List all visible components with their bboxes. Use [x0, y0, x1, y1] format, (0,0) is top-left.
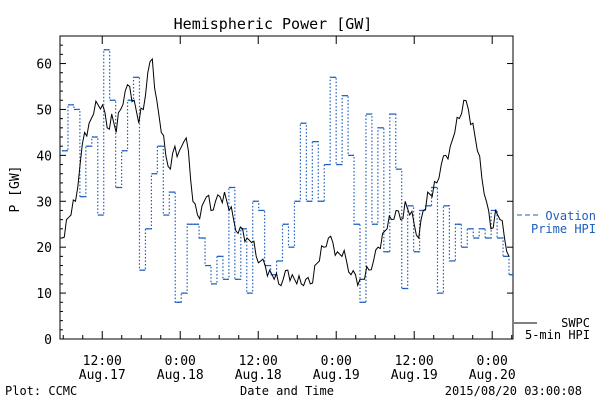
y-axis-label: P [GW]	[8, 166, 23, 213]
x-tick-label-date: Aug.18	[235, 368, 282, 383]
footer-plot-credit: Plot: CCMC	[5, 384, 77, 398]
x-tick-label-time: 12:00	[83, 354, 122, 369]
x-axis: 12:00Aug.170:00Aug.1812:00Aug.180:00Aug.…	[62, 36, 516, 383]
x-tick-label-time: 0:00	[165, 354, 196, 369]
y-axis: 0 10 20 30 40 50 60	[36, 44, 513, 348]
y-tick-label: 50	[36, 103, 52, 118]
x-tick-label-time: 12:00	[395, 354, 434, 369]
x-tick-label-time: 0:00	[477, 354, 508, 369]
y-tick-label: 10	[36, 287, 52, 302]
legend-ovation-line2: Prime HPI	[531, 222, 596, 236]
legend-swpc-line1: SWPC	[561, 316, 590, 330]
legend-ovation-line1: Ovation	[545, 209, 596, 223]
chart-title: Hemispheric Power [GW]	[174, 15, 373, 33]
y-tick-label: 0	[44, 333, 52, 348]
x-tick-label-date: Aug.19	[313, 368, 360, 383]
swpc-series	[61, 57, 510, 288]
legend: Ovation Prime HPI SWPC 5-min HPI	[514, 209, 596, 342]
swpc-line	[61, 57, 510, 288]
x-tick-label-date: Aug.18	[157, 368, 204, 383]
y-tick-label: 40	[36, 149, 52, 164]
legend-swpc-line2: 5-min HPI	[525, 328, 590, 342]
y-tick-label: 30	[36, 195, 52, 210]
x-tick-label-date: Aug.20	[469, 368, 516, 383]
y-tick-label: 20	[36, 241, 52, 256]
x-tick-label-time: 0:00	[321, 354, 352, 369]
x-tick-label-date: Aug.17	[79, 368, 126, 383]
y-tick-label: 60	[36, 58, 52, 73]
ovation-prime-series	[62, 49, 513, 303]
footer-timestamp: 2015/08/20 03:00:08	[445, 384, 582, 398]
plot-area-frame	[59, 35, 514, 340]
footer-x-axis-title: Date and Time	[240, 384, 334, 398]
x-tick-label-date: Aug.19	[391, 368, 438, 383]
x-tick-label-time: 12:00	[239, 354, 278, 369]
